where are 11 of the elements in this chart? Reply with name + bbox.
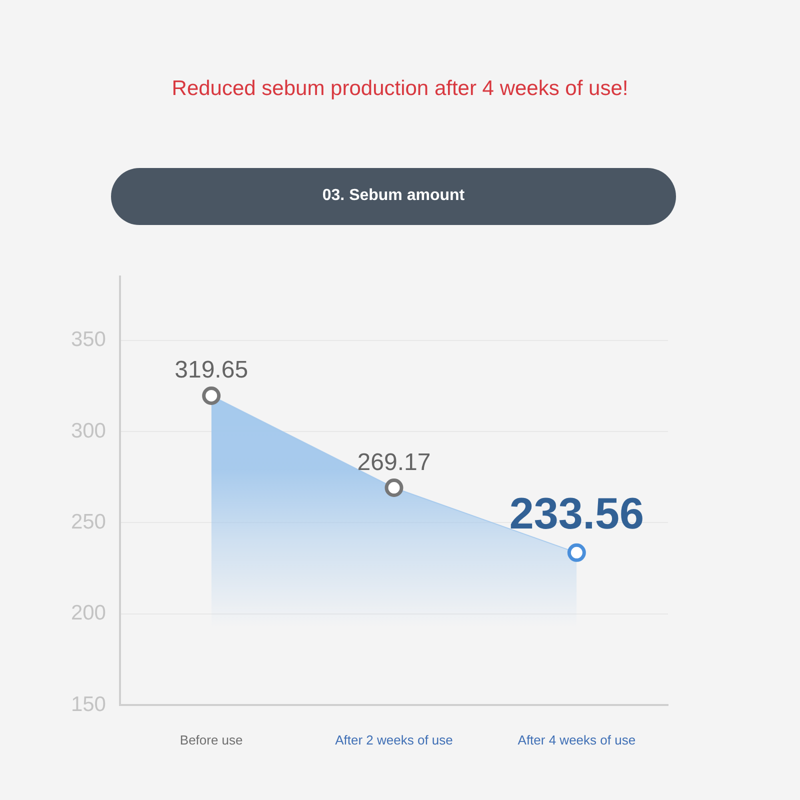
point	[384, 478, 404, 498]
point	[567, 543, 586, 562]
chart-title: Reduced sebum production after 4 weeks of use!	[170, 77, 630, 101]
x-tick-label: After 2 weeks of use	[335, 732, 453, 748]
x-tick-label: After 4 weeks of use	[518, 732, 636, 748]
point	[202, 386, 221, 405]
x-tick-label: Before use	[180, 732, 243, 748]
data-label: 319.65	[174, 356, 248, 384]
chart-subtitle: 03. Sebum amount	[321, 187, 466, 205]
data-label: 233.56	[509, 490, 644, 539]
data-label: 269.17	[357, 448, 431, 476]
